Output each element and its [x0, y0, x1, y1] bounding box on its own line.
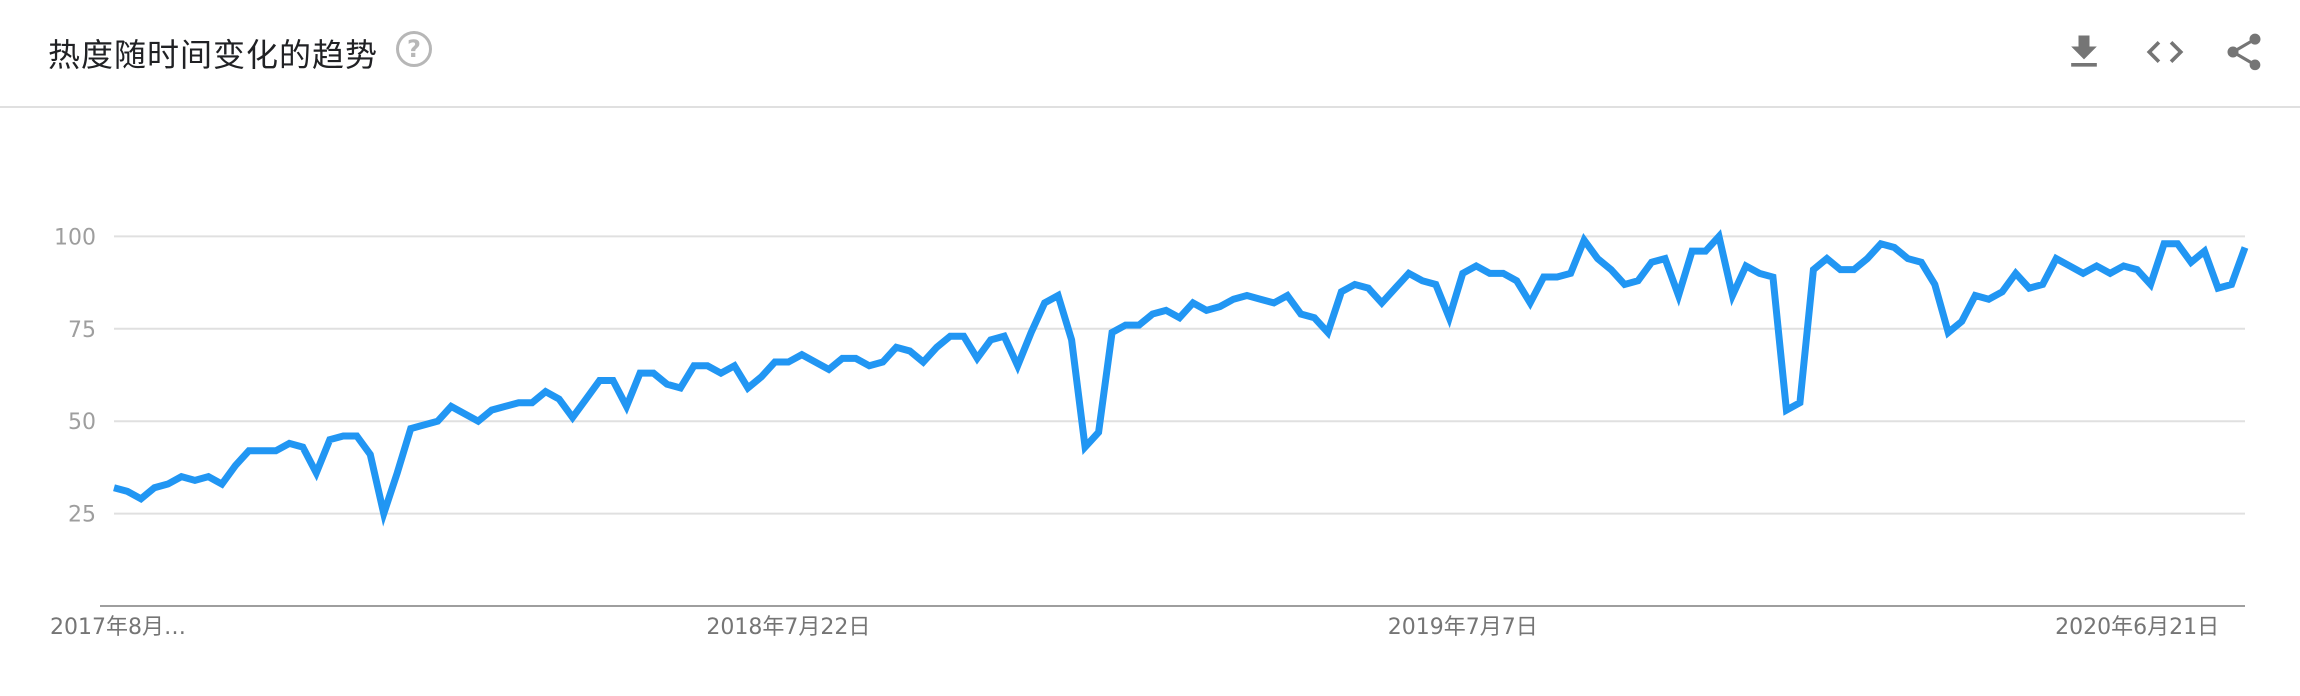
y-tick-label: 50 [68, 410, 96, 435]
download-icon[interactable] [2062, 30, 2106, 74]
x-tick-label: 2018年7月22日 [706, 615, 870, 640]
card-header: 热度随时间变化的趋势 ? [0, 0, 2300, 108]
trend-line-chart: 25 50 75 100 2017年8月… 2018年7月22日 2019年7月7日 2020… [50, 225, 2249, 640]
chart-tick-labels: 25 50 75 100 2017年8月… 2018年7月22日 2019年7月7日 2020… [50, 225, 2219, 640]
y-tick-label: 100 [54, 225, 96, 250]
chart-gridlines [114, 235, 2245, 515]
chart-title: 热度随时间变化的趋势 [48, 36, 379, 74]
help-circle-icon[interactable]: ? [396, 31, 432, 67]
y-tick-label: 25 [68, 503, 96, 528]
x-tick-label: 2019年7月7日 [1388, 615, 1538, 640]
x-tick-label: 2020年6月21日 [2055, 615, 2219, 640]
share-icon[interactable] [2222, 30, 2266, 74]
chart-series-layer [113, 229, 2249, 527]
series-line [113, 229, 2249, 527]
code-embed-icon[interactable] [2143, 30, 2187, 74]
x-tick-label: 2017年8月… [50, 615, 186, 640]
y-tick-label: 75 [68, 318, 96, 343]
